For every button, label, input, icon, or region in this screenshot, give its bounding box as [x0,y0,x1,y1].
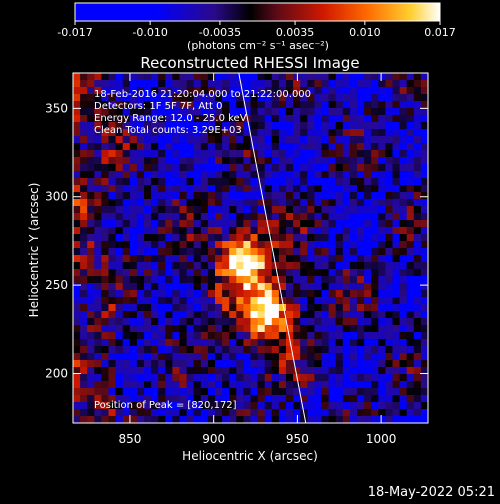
annotation-clean-counts: Clean Total counts: 3.29E+03 [94,125,242,136]
image-area [73,73,428,423]
plot-frame [72,72,429,424]
solar-limb-line [238,73,307,423]
colorbar-units-label: (photons cm⁻² s⁻¹ asec⁻²) [187,39,329,52]
colorbar-tick-label: -0.017 [57,26,92,39]
x-tick-label: 950 [286,432,309,446]
colorbar: -0.017 -0.010 -0.0035 0.0035 0.010 0.017 (pho… [57,2,456,52]
annotation-detectors: Detectors: 1F 5F 7F, Att 0 [94,101,222,112]
image-pixels [73,73,428,423]
plot-title: Reconstructed RHESSI Image [140,54,359,72]
x-tick-label: 1000 [366,432,397,446]
x-axis: 850 900 950 1000 [118,73,396,446]
colorbar-tick-label: 0.017 [424,26,456,39]
colorbar-tick-label: -0.0035 [199,26,241,39]
y-tick-label: 200 [45,367,68,381]
y-tick-label: 300 [45,190,68,204]
annotation-energy-range: Energy Range: 12.0 - 25.0 keV [94,113,247,124]
annotation-time-range: 18-Feb-2016 21:20:04.000 to 21:22:00.000 [94,89,311,100]
x-tick-label: 900 [202,432,225,446]
peak-position-label: Position of Peak = [820,172] [94,400,237,411]
image-annotations: 18-Feb-2016 21:20:04.000 to 21:22:00.000… [94,89,311,411]
y-tick-label: 250 [45,278,68,292]
y-axis-label: Heliocentric Y (arcsec) [27,183,41,318]
colorbar-gradient [74,2,441,22]
colorbar-tick-label: 0.0035 [276,26,315,39]
x-axis-label: Heliocentric X (arcsec) [182,449,318,463]
y-axis: 200 250 300 350 [45,101,428,381]
colorbar-ticks: -0.017 -0.010 -0.0035 0.0035 0.010 0.017 [57,21,456,39]
y-tick-label: 350 [45,101,68,115]
x-tick-label: 850 [118,432,141,446]
colorbar-tick-label: -0.010 [132,26,167,39]
colorbar-tick-label: 0.010 [349,26,381,39]
footer-timestamp: 18-May-2022 05:21 [368,485,495,500]
